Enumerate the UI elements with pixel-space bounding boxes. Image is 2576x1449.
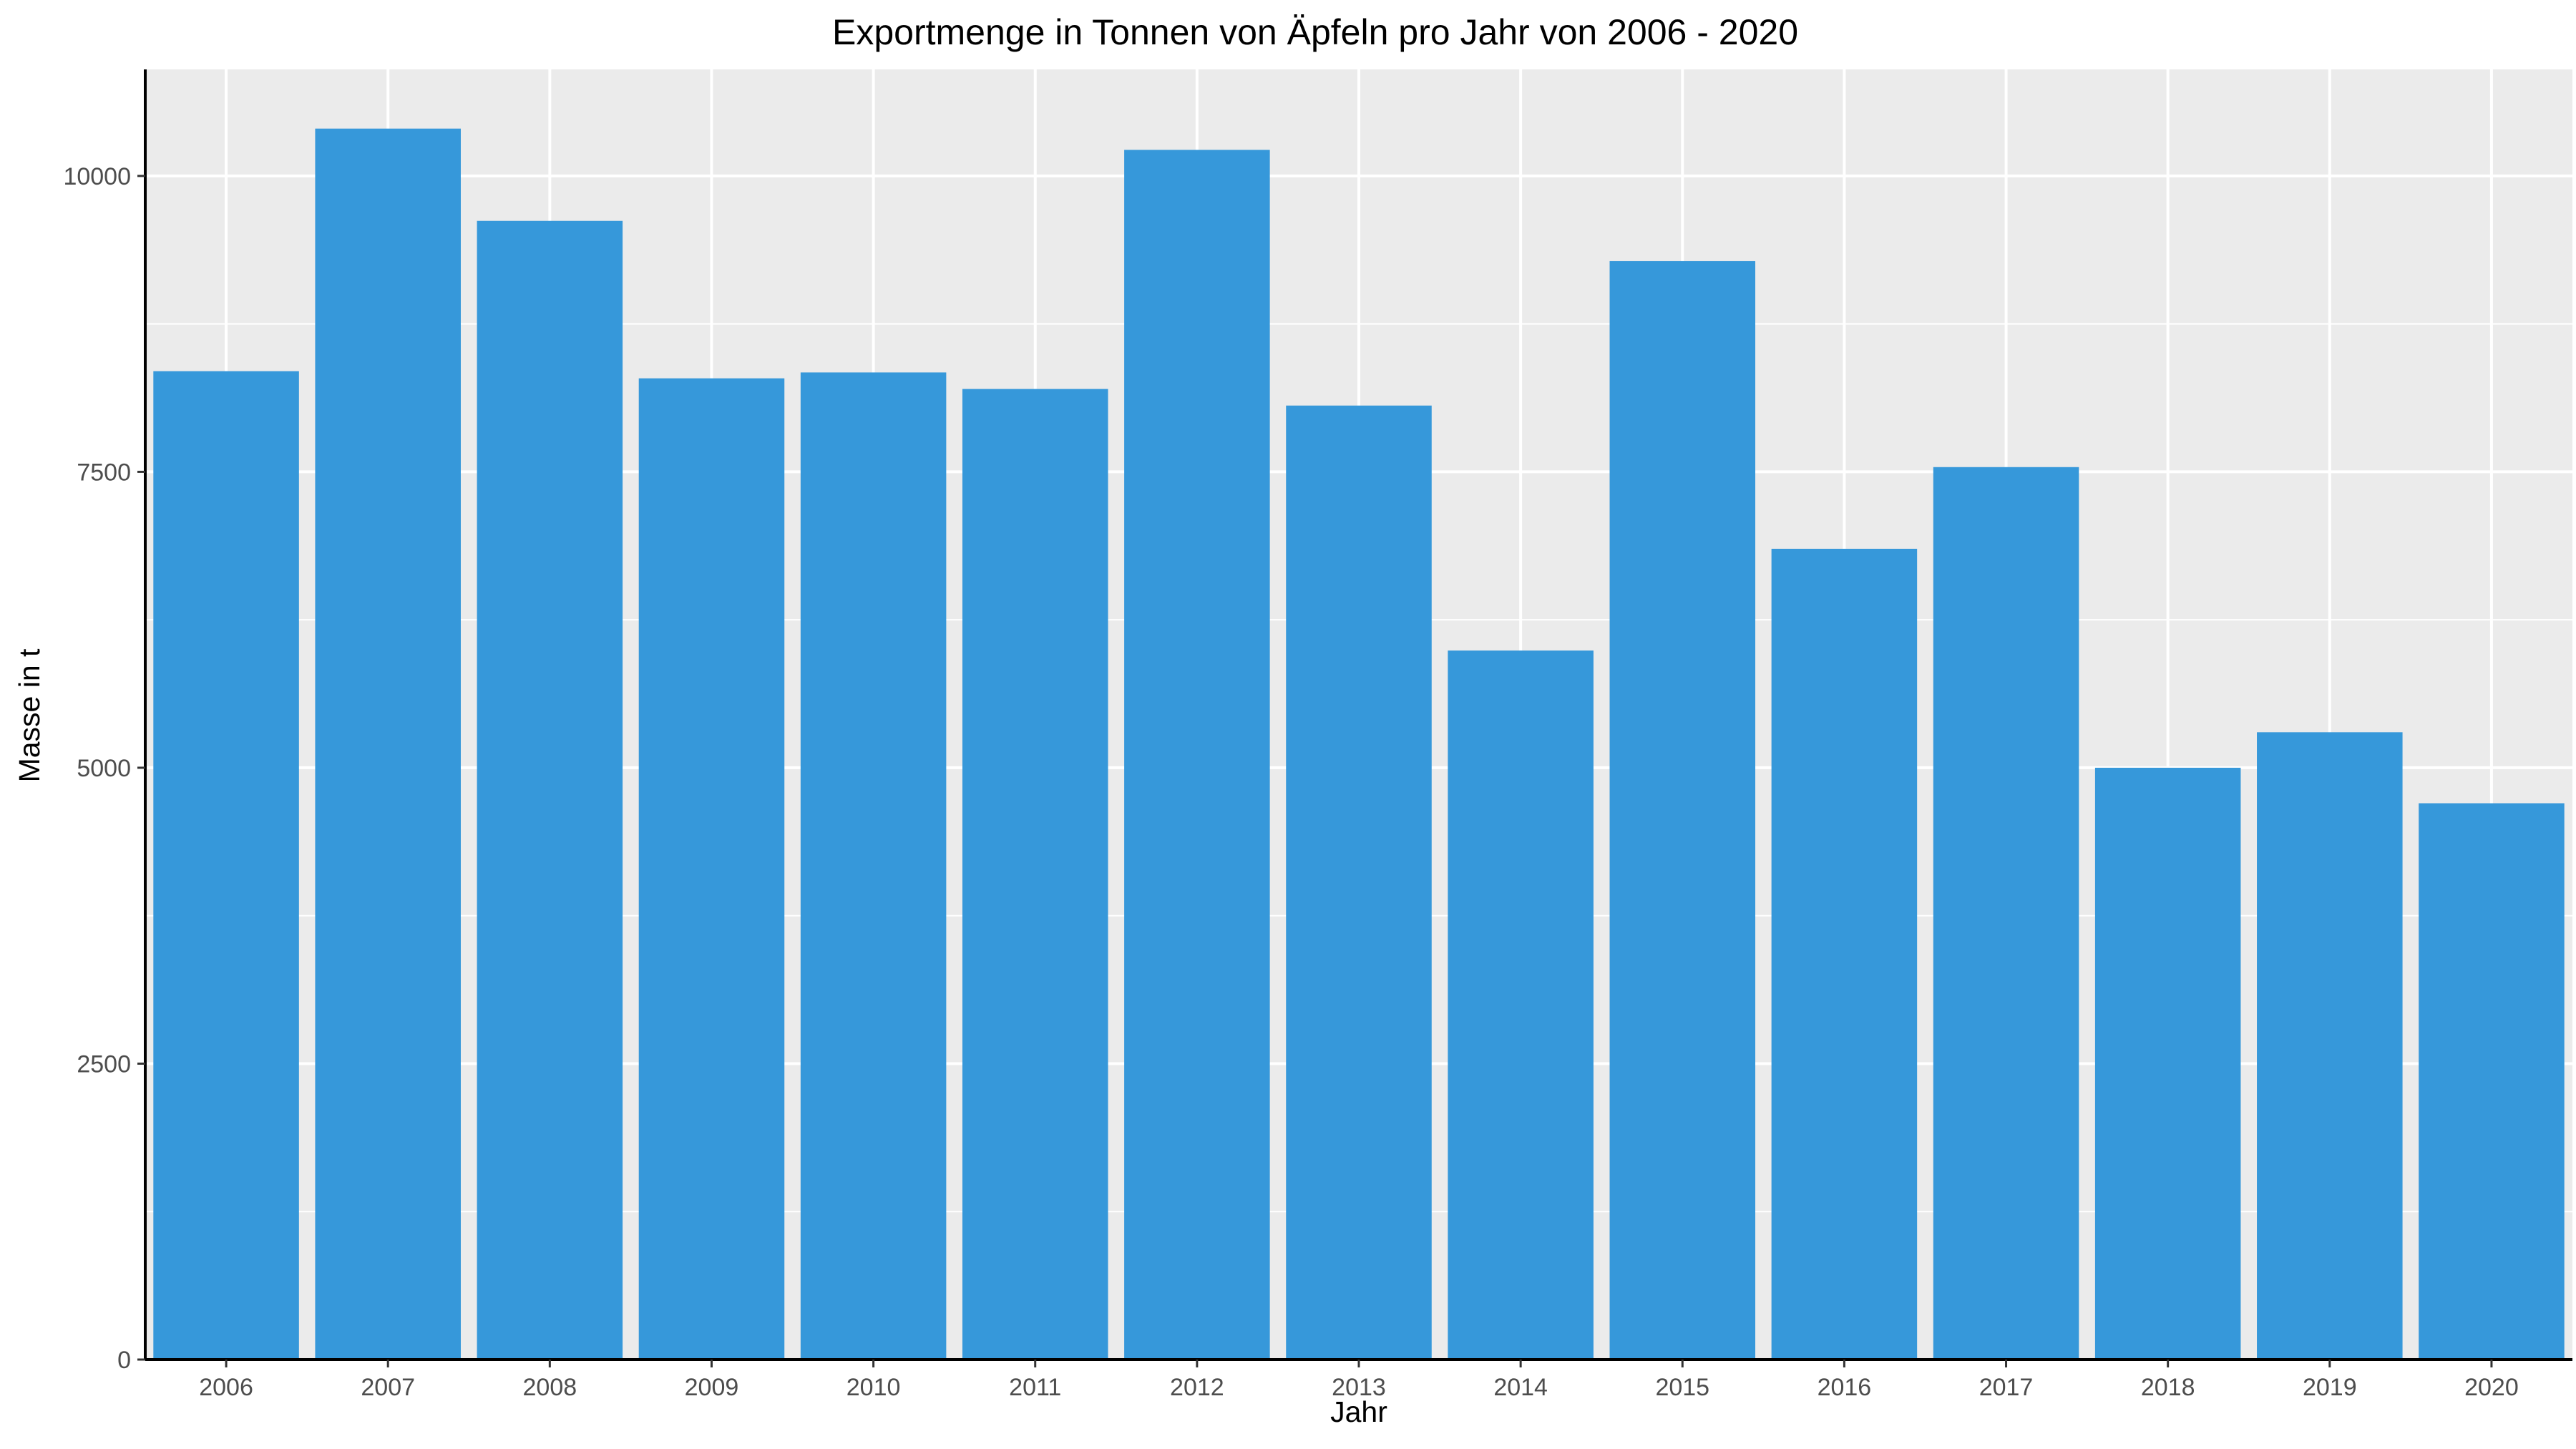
x-axis-ticks: 2006 2007 2008 2009 2010 2011 2012 2013 2014 2015… xyxy=(199,1360,2519,1401)
x-tick-label: 2017 xyxy=(1979,1374,2034,1401)
x-tick-label: 2020 xyxy=(2464,1374,2519,1401)
x-tick-label: 2009 xyxy=(685,1374,739,1401)
bar-2017 xyxy=(1933,467,2079,1360)
x-tick-label: 2016 xyxy=(1818,1374,1872,1401)
bar-2020 xyxy=(2419,803,2565,1360)
bar-2011 xyxy=(962,389,1108,1360)
y-tick-label: 7500 xyxy=(77,459,131,486)
x-tick-label: 2011 xyxy=(1009,1374,1061,1401)
chart-title: Exportmenge in Tonnen von Äpfeln pro Jah… xyxy=(832,12,1798,52)
bar-2009 xyxy=(638,378,785,1360)
bar-2019 xyxy=(2257,732,2403,1360)
y-axis-title: Masse in t xyxy=(13,648,46,782)
bar-2010 xyxy=(800,372,947,1360)
bar-2012 xyxy=(1124,150,1270,1360)
x-tick-label: 2014 xyxy=(1493,1374,1548,1401)
x-tick-label: 2013 xyxy=(1332,1374,1386,1401)
x-axis-title: Jahr xyxy=(1330,1395,1387,1428)
x-tick-label: 2007 xyxy=(361,1374,415,1401)
bar-2008 xyxy=(477,220,623,1360)
x-tick-label: 2008 xyxy=(523,1374,577,1401)
bars xyxy=(153,128,2565,1360)
bar-2014 xyxy=(1448,650,1594,1360)
x-tick-label: 2019 xyxy=(2303,1374,2357,1401)
bar-2013 xyxy=(1286,405,1432,1360)
bar-2006 xyxy=(153,371,299,1360)
x-tick-label: 2015 xyxy=(1655,1374,1709,1401)
x-tick-label: 2006 xyxy=(199,1374,253,1401)
x-tick-label: 2012 xyxy=(1170,1374,1224,1401)
y-tick-label: 5000 xyxy=(77,755,131,782)
y-tick-label: 2500 xyxy=(77,1050,131,1078)
y-tick-label: 10000 xyxy=(63,163,131,190)
y-tick-label: 0 xyxy=(117,1347,131,1374)
bar-2016 xyxy=(1771,548,1918,1360)
y-axis-ticks: 0 2500 5000 7500 10000 xyxy=(63,163,145,1374)
bar-2018 xyxy=(2094,767,2241,1360)
bar-2015 xyxy=(1609,260,1756,1360)
x-tick-label: 2010 xyxy=(847,1374,901,1401)
bar-2007 xyxy=(315,128,461,1360)
x-tick-label: 2018 xyxy=(2141,1374,2195,1401)
